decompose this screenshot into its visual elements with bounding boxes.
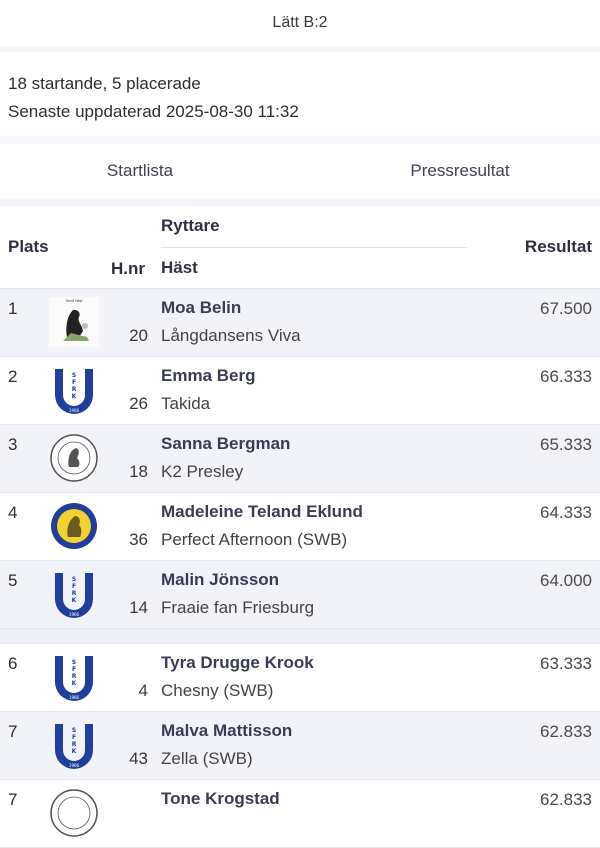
table-row[interactable]: 4 36 Madeleine Teland Eklund Perfect Aft…: [0, 493, 600, 561]
row-rider: Malin Jönsson: [161, 570, 280, 589]
row-rider: Tyra Drugge Krook: [161, 653, 314, 672]
svg-text:K: K: [72, 748, 77, 755]
sfrk-horseshoe-logo-icon: S F R K 1966: [55, 724, 93, 769]
row-place: 1: [8, 299, 18, 318]
row-horse: Chesny (SWB): [161, 681, 274, 700]
svg-text:S: S: [72, 372, 76, 379]
table-row[interactable]: 7 Tone Krogstad 62.833: [0, 780, 600, 848]
row-rider: Emma Berg: [161, 366, 256, 385]
result-tabs: Startlista Pressresultat: [0, 144, 600, 198]
row-hnr: 43: [129, 749, 148, 768]
svg-text:1966: 1966: [69, 408, 80, 413]
table-row[interactable]: 2 S F R K 1966 26 Emma Berg Takida 66.33…: [0, 357, 600, 425]
row-hnr: 4: [138, 681, 148, 700]
row-hnr: 14: [129, 598, 148, 617]
yellow-horse-logo-icon: [51, 503, 97, 549]
row-horse: Zella (SWB): [161, 749, 253, 768]
row-hnr: 26: [129, 394, 148, 413]
row-horse: K2 Presley: [161, 462, 244, 481]
row-place: 6: [8, 654, 18, 673]
table-row[interactable]: 3 18 Sanna Bergman K2 Presley 65.333: [0, 425, 600, 493]
class-title: Lätt B:2: [272, 14, 328, 31]
row-result: 62.833: [540, 790, 592, 809]
row-hnr: 18: [129, 462, 148, 481]
row-result: 64.000: [540, 571, 592, 590]
round-club-logo-icon: [50, 434, 98, 482]
row-place: 2: [8, 367, 18, 386]
rider-club-logo-icon: Tornå Häst: [49, 297, 99, 347]
svg-text:F: F: [72, 666, 76, 673]
column-header-result: Resultat: [524, 237, 592, 256]
results-table: Plats H.nr Ryttare Häst Resultat 1 Tornå…: [0, 206, 600, 848]
class-info: 18 startande, 5 placerade Senaste uppdat…: [0, 52, 600, 136]
svg-text:S: S: [72, 659, 76, 666]
row-rider: Madeleine Teland Eklund: [161, 502, 363, 521]
page-header: Lätt B:2: [0, 0, 600, 46]
row-rider: Sanna Bergman: [161, 434, 291, 453]
table-row[interactable]: 7 S F R K 1966 43 Malva Mattisson Zella …: [0, 712, 600, 780]
row-rider: Moa Belin: [161, 298, 242, 317]
svg-text:K: K: [72, 597, 77, 604]
row-hnr: 20: [129, 326, 148, 345]
row-result: 63.333: [540, 654, 592, 673]
table-header: Plats H.nr Ryttare Häst Resultat: [0, 206, 600, 289]
table-row[interactable]: 1 Tornå Häst 20 Moa Belin Långdansens Vi…: [0, 289, 600, 357]
placement-separator: [0, 629, 600, 644]
svg-text:R: R: [72, 590, 77, 597]
svg-text:K: K: [72, 680, 77, 687]
svg-text:F: F: [72, 583, 76, 590]
svg-text:R: R: [72, 386, 77, 393]
row-result: 66.333: [540, 367, 592, 386]
svg-text:Tornå Häst: Tornå Häst: [65, 298, 84, 303]
svg-text:S: S: [72, 727, 76, 734]
row-rider: Malva Mattisson: [161, 721, 293, 740]
row-result: 67.500: [540, 299, 592, 318]
svg-text:S: S: [72, 576, 76, 583]
table-row[interactable]: 5 S F R K 1966 14 Malin Jönsson Fraaie f…: [0, 561, 600, 629]
row-result: 64.333: [540, 503, 592, 522]
row-place: 7: [8, 790, 18, 809]
row-result: 65.333: [540, 435, 592, 454]
svg-text:R: R: [72, 673, 77, 680]
table-row[interactable]: 6 S F R K 1966 4 Tyra Drugge Krook Chesn…: [0, 644, 600, 712]
column-header-place: Plats: [8, 237, 49, 256]
last-updated: Senaste uppdaterad 2025-08-30 11:32: [8, 102, 299, 121]
header-divider: [161, 247, 467, 248]
round-club-logo-icon: [50, 789, 98, 837]
participants-count: 18 startande, 5 placerade: [8, 74, 201, 93]
svg-text:F: F: [72, 379, 76, 386]
svg-text:1966: 1966: [69, 763, 80, 768]
svg-text:1966: 1966: [69, 695, 80, 700]
row-hnr: 36: [129, 530, 148, 549]
row-horse: Långdansens Viva: [161, 326, 301, 345]
row-place: 5: [8, 571, 18, 590]
row-rider: Tone Krogstad: [161, 789, 280, 808]
svg-text:K: K: [72, 393, 77, 400]
row-place: 7: [8, 722, 18, 741]
tab-startlista[interactable]: Startlista: [106, 161, 174, 180]
row-place: 3: [8, 435, 18, 454]
column-header-hnr: H.nr: [111, 259, 145, 278]
row-horse: Fraaie fan Friesburg: [161, 598, 315, 617]
svg-text:R: R: [72, 741, 77, 748]
svg-text:F: F: [72, 734, 76, 741]
column-header-rider: Ryttare: [161, 216, 220, 235]
sfrk-horseshoe-logo-icon: S F R K 1966: [55, 573, 93, 618]
row-place: 4: [8, 503, 18, 522]
row-horse: Perfect Afternoon (SWB): [161, 530, 348, 549]
sfrk-horseshoe-logo-icon: S F R K 1966: [55, 369, 93, 414]
row-horse: Takida: [161, 394, 211, 413]
sfrk-horseshoe-logo-icon: S F R K 1966: [55, 656, 93, 701]
svg-text:1966: 1966: [69, 612, 80, 617]
column-header-horse: Häst: [161, 258, 198, 277]
row-result: 62.833: [540, 722, 592, 741]
tab-pressresultat[interactable]: Pressresultat: [410, 161, 510, 180]
